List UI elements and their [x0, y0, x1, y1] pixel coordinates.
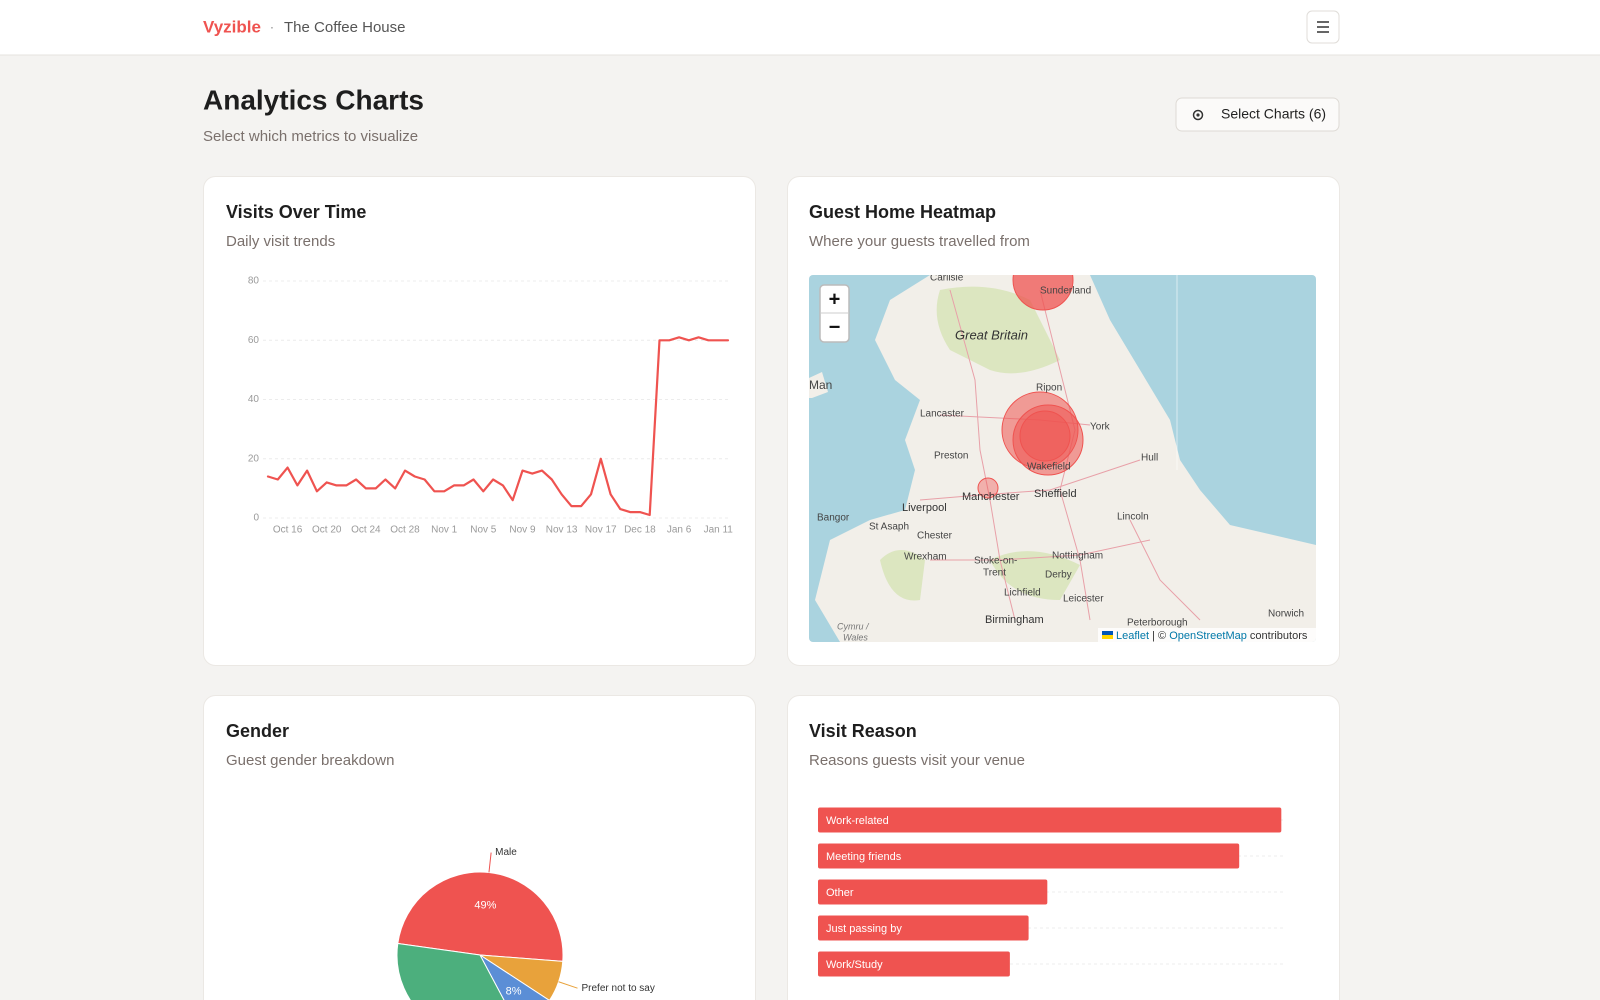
- place-label: Manchester: [962, 491, 1020, 503]
- bar: [818, 951, 1010, 977]
- leader-line: [558, 981, 578, 989]
- brand[interactable]: Vyzible: [203, 17, 261, 36]
- y-tick-label: 40: [248, 394, 260, 405]
- bar-label: Other: [826, 887, 854, 899]
- link[interactable]: OpenStreetMap: [1169, 630, 1247, 642]
- x-tick-label: Oct 20: [312, 525, 342, 536]
- y-tick-label: 0: [253, 513, 259, 524]
- map[interactable]: Carlisle Sunderland Great Britain Man La…: [809, 250, 1316, 642]
- slice-value-label: 49%: [474, 899, 496, 911]
- bar-label: Meeting friends: [826, 851, 902, 863]
- place-label: Lincoln: [1117, 512, 1149, 523]
- place-label: Great Britain: [955, 327, 1028, 342]
- card-subtitle: Reasons guests visit your venue: [809, 752, 1025, 769]
- x-tick-label: Dec 18: [624, 525, 656, 536]
- place-label: Stoke-on-: [974, 556, 1017, 567]
- y-tick-label: 60: [248, 335, 260, 346]
- bar: [818, 915, 1029, 941]
- place-label: Chester: [917, 531, 953, 542]
- page-title: Analytics Charts: [203, 84, 424, 115]
- card-title: Guest Home Heatmap: [809, 202, 996, 222]
- x-tick-label: Nov 1: [431, 525, 458, 536]
- card: [203, 176, 756, 666]
- attribution-text: | ©: [1152, 630, 1166, 642]
- zoom-control: + −: [819, 284, 850, 343]
- bar: [818, 843, 1240, 869]
- place-label: Ripon: [1036, 383, 1062, 394]
- place-label: Peterborough: [1127, 618, 1188, 629]
- pie-slice: [479, 954, 550, 1000]
- card-title: Gender: [226, 721, 289, 741]
- bar-label: Work/Study: [826, 959, 883, 971]
- place-label: Lichfield: [1004, 588, 1041, 599]
- place-label: Wales: [843, 632, 868, 642]
- separator: ·: [270, 19, 275, 35]
- slice-label: Prefer not to say: [582, 983, 655, 994]
- menu-button[interactable]: [1306, 10, 1340, 44]
- x-tick-label: Jan 6: [667, 525, 692, 536]
- pie-slice: [396, 942, 505, 1000]
- x-tick-label: Oct 24: [351, 525, 381, 536]
- card: [203, 695, 756, 1000]
- y-tick-label: 80: [248, 276, 260, 287]
- place-label: St Asaph: [869, 522, 909, 533]
- place-label: Cymru /: [837, 621, 870, 631]
- bar: [818, 807, 1282, 833]
- venue-name: The Coffee House: [284, 19, 405, 36]
- x-tick-label: Nov 9: [509, 525, 536, 536]
- place-label: Preston: [934, 451, 968, 462]
- place-label: Trent: [983, 568, 1006, 579]
- map-attribution: Leaflet | © OpenStreetMap contributors: [1116, 630, 1308, 642]
- y-tick-label: 20: [248, 453, 260, 464]
- place-label: Birmingham: [985, 614, 1044, 626]
- map-labels: Carlisle Sunderland Great Britain Man La…: [809, 273, 1304, 642]
- place-label: Wakefield: [1027, 462, 1071, 473]
- place-label: Wrexham: [904, 552, 947, 563]
- place-label: Man: [809, 378, 832, 392]
- bar-label: Just passing by: [826, 923, 902, 935]
- slice-label: Male: [495, 847, 517, 858]
- place-label: Sunderland: [1040, 286, 1091, 297]
- zoom-out[interactable]: −: [829, 316, 841, 338]
- place-label: Leicester: [1063, 594, 1104, 605]
- link[interactable]: Leaflet: [1116, 630, 1149, 642]
- bar-label: Work-related: [826, 815, 889, 827]
- x-tick-label: Nov 13: [546, 525, 578, 536]
- bar: [818, 879, 1048, 905]
- place-label: Nottingham: [1052, 551, 1103, 562]
- place-label: Carlisle: [930, 273, 964, 284]
- card-subtitle: Where your guests travelled from: [809, 233, 1030, 250]
- card-title: Visits Over Time: [226, 202, 366, 222]
- x-tick-label: Oct 16: [273, 525, 303, 536]
- place-label: Lancaster: [920, 409, 965, 420]
- slice-value-label: 8%: [506, 986, 522, 998]
- card-title: Visit Reason: [809, 721, 917, 741]
- card-subtitle: Guest gender breakdown: [226, 752, 394, 769]
- place-label: Derby: [1045, 570, 1072, 581]
- place-label: Hull: [1141, 453, 1158, 464]
- place-label: Bangor: [817, 513, 850, 524]
- attribution-text: contributors: [1250, 630, 1308, 642]
- charts: 0 20 40 60 80 Oct 16 Oct 20 Oct 24 Oct 28 Nov 1 No…: [248, 276, 1286, 1000]
- place-label: Sheffield: [1034, 488, 1077, 500]
- button-label: Select Charts (6): [1221, 106, 1326, 122]
- line-series: [266, 336, 730, 517]
- x-tick-label: Nov 17: [585, 525, 617, 536]
- place-label: Liverpool: [902, 502, 947, 514]
- card-subtitle: Daily visit trends: [226, 233, 335, 250]
- select-charts-button[interactable]: Select Charts (6): [1175, 97, 1340, 132]
- zoom-in[interactable]: +: [829, 288, 841, 310]
- page-subtitle: Select which metrics to visualize: [203, 128, 418, 145]
- x-tick-label: Jan 11: [704, 525, 734, 536]
- place-label: York: [1090, 422, 1111, 433]
- pie-slice: [397, 871, 564, 962]
- x-tick-label: Oct 28: [390, 525, 420, 536]
- leader-line: [488, 852, 492, 873]
- place-label: Norwich: [1268, 609, 1304, 620]
- x-tick-label: Nov 5: [470, 525, 497, 536]
- pie: 49% Male Prefer not to say 8%: [396, 847, 655, 1000]
